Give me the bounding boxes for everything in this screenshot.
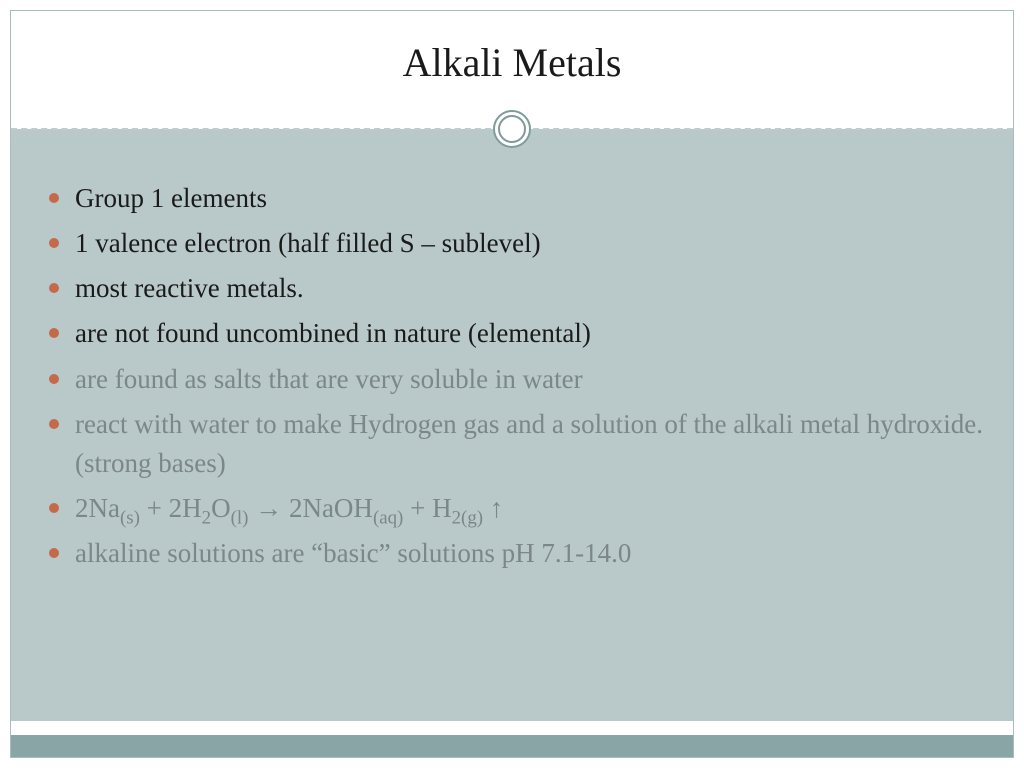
- slide-title: Alkali Metals: [11, 39, 1013, 86]
- list-item: Group 1 elements: [41, 179, 983, 218]
- bullet-list: Group 1 elements 1 valence electron (hal…: [41, 179, 983, 573]
- bottom-band: [11, 735, 1013, 757]
- list-item: are found as salts that are very soluble…: [41, 360, 983, 399]
- divider-line-left: [11, 128, 491, 130]
- divider-line-right: [533, 128, 1013, 130]
- slide: Alkali Metals Group 1 elements 1 valence…: [10, 10, 1014, 758]
- list-item: alkaline solutions are “basic” solutions…: [41, 534, 983, 573]
- title-area: Alkali Metals: [11, 11, 1013, 129]
- list-item: most reactive metals.: [41, 269, 983, 308]
- content-area: Group 1 elements 1 valence electron (hal…: [11, 141, 1013, 721]
- divider: [11, 110, 1013, 148]
- list-item: react with water to make Hydrogen gas an…: [41, 405, 983, 483]
- ring-icon: [493, 110, 531, 148]
- list-item-equation: 2Na(s) + 2H2O(l) → 2NaOH(aq) + H2(g) ↑: [41, 489, 983, 528]
- list-item: 1 valence electron (half filled S – subl…: [41, 224, 983, 263]
- list-item: are not found uncombined in nature (elem…: [41, 314, 983, 353]
